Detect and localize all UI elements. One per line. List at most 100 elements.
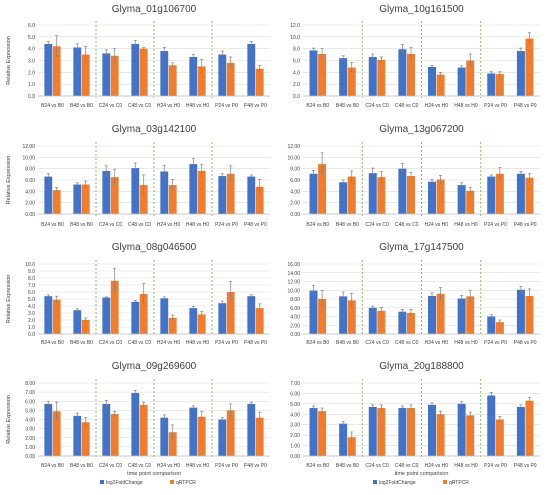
chart-title: Glyma_17g147500 — [379, 242, 464, 253]
category-label: H24 vs H0 — [157, 340, 181, 346]
y-tick-label: 3.00 — [25, 427, 35, 433]
y-tick-label: 6.00 — [25, 399, 35, 405]
y-tick-label: 9.0 — [28, 269, 35, 275]
bar — [247, 296, 256, 334]
bar — [525, 177, 534, 214]
bar — [466, 415, 475, 456]
y-tick-label: 8.00 — [290, 167, 300, 173]
y-tick-label: 14.00 — [287, 271, 300, 277]
bar — [318, 299, 327, 334]
y-tick-label: 1.00 — [290, 444, 300, 450]
bar — [168, 432, 177, 456]
y-tick-label: 0.00 — [290, 454, 300, 460]
bar — [168, 65, 177, 96]
bar — [406, 408, 415, 456]
y-tick-label: 2.00 — [25, 201, 35, 207]
bar — [495, 74, 504, 96]
y-tick-label: 10.00 — [287, 288, 300, 294]
y-axis-label: Relative Expression — [6, 36, 12, 85]
category-label: C48 vs C0 — [128, 103, 152, 109]
category-label: B48 vs B0 — [336, 463, 359, 469]
bar — [160, 417, 169, 456]
y-tick-label: 3.00 — [290, 423, 300, 429]
bar — [218, 54, 227, 96]
y-tick-label: 12.0 — [290, 23, 300, 29]
bar — [377, 59, 386, 96]
y-tick-label: 4.0 — [28, 47, 35, 53]
bar — [218, 419, 227, 456]
y-tick-label: 0.0 — [28, 94, 35, 100]
bar — [168, 185, 177, 214]
category-label: B48 vs B0 — [336, 340, 359, 346]
bar — [368, 406, 377, 456]
bar — [339, 423, 348, 456]
bar — [189, 56, 198, 96]
category-label: B48 vs B0 — [70, 103, 93, 109]
category-label: C48 vs C0 — [395, 463, 419, 469]
bar — [139, 294, 148, 334]
bar — [226, 410, 235, 456]
category-label: C24 vs C0 — [365, 463, 389, 469]
bar — [525, 38, 534, 96]
chart-title: Glyma_10g161500 — [379, 4, 464, 15]
legend-label: log2FoldChange — [106, 480, 143, 486]
y-tick-label: 2.00 — [25, 436, 35, 442]
bar — [160, 298, 169, 334]
bar — [52, 411, 61, 456]
y-tick-label: 6.0 — [293, 59, 300, 65]
bar — [487, 176, 496, 214]
category-label: H24 vs H0 — [425, 103, 449, 109]
bar — [102, 53, 111, 96]
y-tick-label: 4.00 — [290, 412, 300, 418]
bar — [139, 48, 148, 96]
category-label: C24 vs C0 — [365, 222, 389, 228]
category-label: C24 vs C0 — [99, 463, 123, 469]
chart-panel-7: Glyma_09g269600 0.00 1.00 2.00 3.00 4.00 5.00 6… — [6, 361, 270, 486]
bar — [73, 415, 82, 456]
category-label: P24 vs P0 — [484, 463, 507, 469]
bar — [516, 173, 525, 214]
bar — [44, 43, 53, 96]
category-label: B48 vs B0 — [336, 222, 359, 228]
y-tick-label: 6.00 — [25, 178, 35, 184]
category-label: P48 vs P0 — [244, 340, 267, 346]
bar — [428, 181, 437, 214]
y-tick-label: 4.00 — [25, 418, 35, 424]
y-tick-label: 6.00 — [290, 178, 300, 184]
bar — [457, 67, 466, 96]
category-label: P48 vs P0 — [514, 103, 537, 109]
bar — [466, 296, 475, 334]
bar — [436, 293, 445, 334]
y-tick-label: 6.0 — [28, 23, 35, 29]
y-tick-label: 2.00 — [290, 323, 300, 329]
y-tick-label: 10.00 — [22, 155, 35, 161]
y-tick-label: 4.00 — [25, 189, 35, 195]
bar — [406, 53, 415, 96]
y-tick-label: 1.0 — [28, 82, 35, 88]
bar — [44, 403, 53, 456]
category-label: C24 vs C0 — [99, 340, 123, 346]
bar — [516, 289, 525, 334]
bar — [516, 406, 525, 456]
bar — [139, 404, 148, 456]
y-tick-label: 3.0 — [28, 59, 35, 65]
category-label: H24 vs H0 — [425, 222, 449, 228]
y-tick-label: 4.0 — [293, 70, 300, 76]
bar — [466, 190, 475, 214]
y-tick-label: 8.00 — [290, 297, 300, 303]
category-label: H48 vs H0 — [454, 463, 478, 469]
bar — [81, 184, 90, 214]
y-tick-label: 6.0 — [28, 290, 35, 296]
legend-swatch — [100, 480, 104, 484]
bar — [487, 73, 496, 96]
bar — [131, 43, 140, 96]
category-label: C48 vs C0 — [395, 222, 419, 228]
bar — [226, 62, 235, 96]
bar — [377, 408, 386, 456]
bar — [398, 168, 407, 214]
bar — [247, 403, 256, 456]
bar — [318, 53, 327, 96]
bar — [457, 403, 466, 456]
bar — [102, 297, 111, 334]
